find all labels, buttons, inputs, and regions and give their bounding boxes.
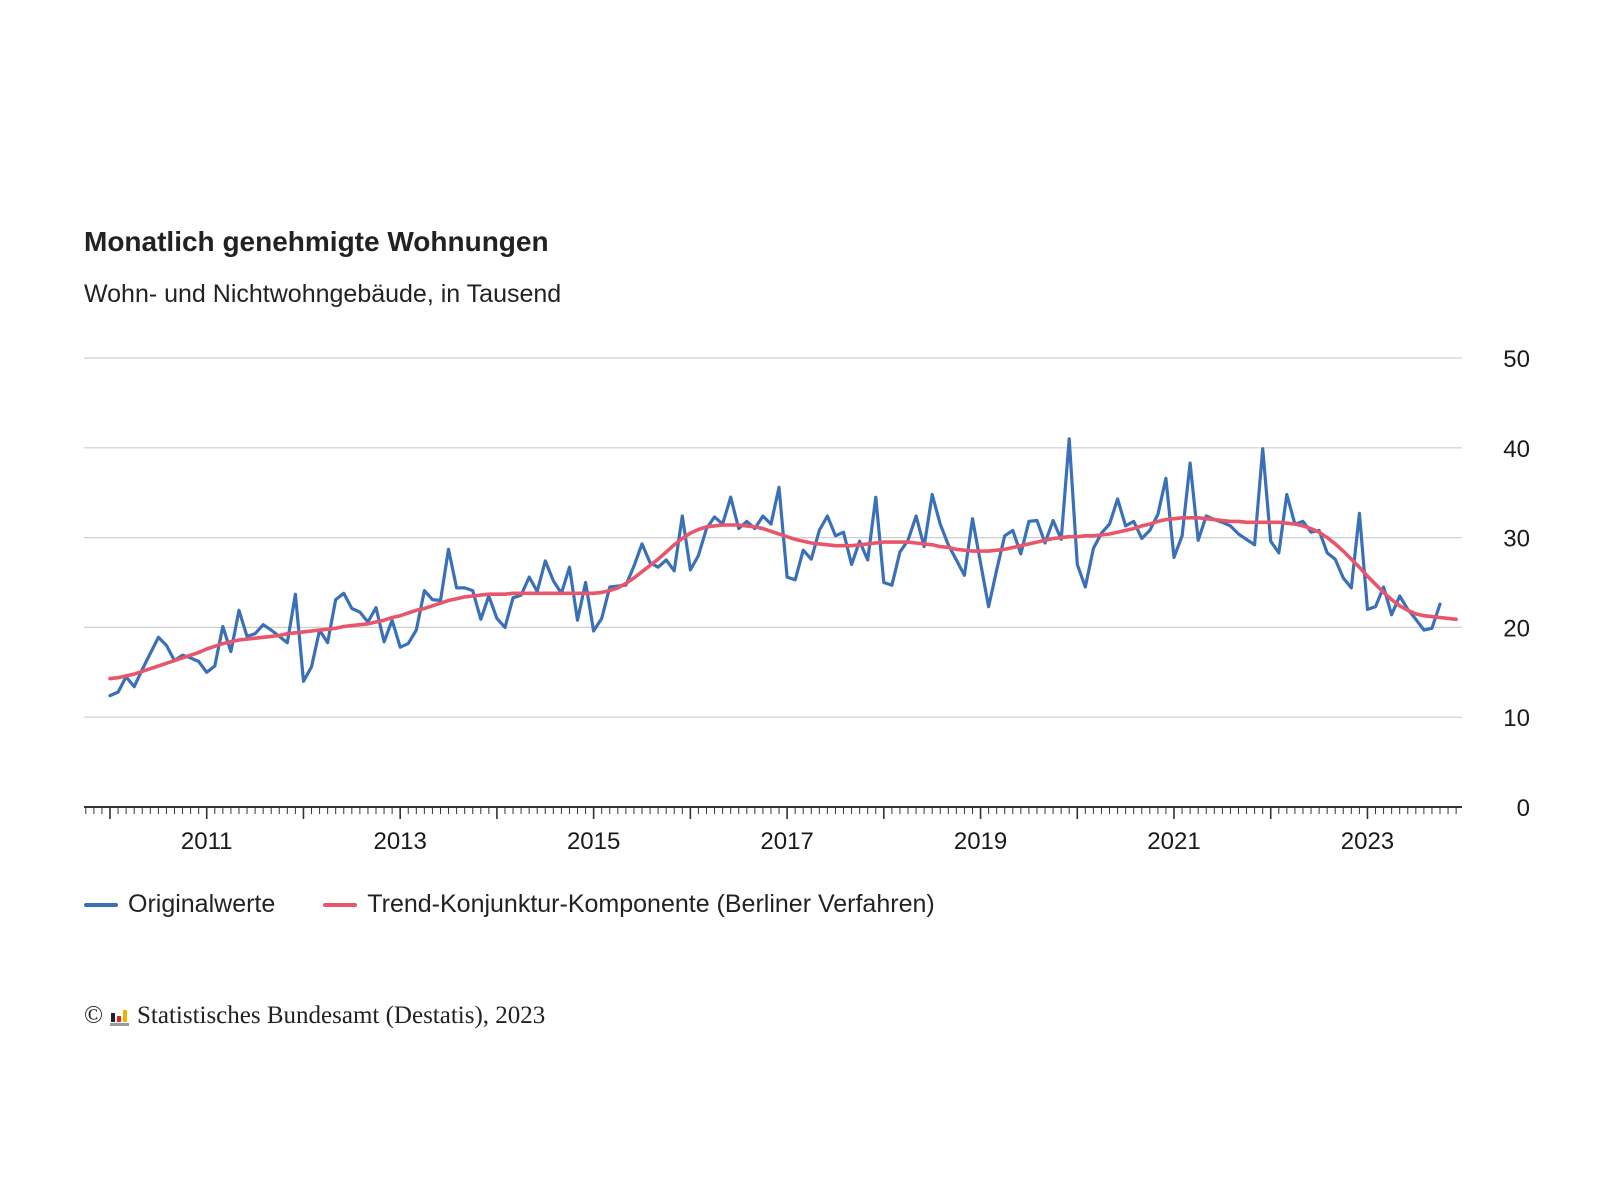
series-line-trend bbox=[108, 515, 1458, 681]
grid-lines bbox=[84, 357, 1462, 718]
legend-label-trend: Trend-Konjunktur-Komponente (Berliner Ve… bbox=[367, 890, 935, 918]
chart-subtitle: Wohn- und Nichtwohngebäude, in Tausend bbox=[84, 280, 562, 308]
x-tick-label-2017: 2017 bbox=[760, 828, 813, 855]
y-tick-label-30: 30 bbox=[1503, 526, 1530, 553]
legend-label-original: Originalwerte bbox=[128, 890, 276, 918]
x-tick-label-2011: 2011 bbox=[181, 828, 233, 855]
x-tick-label-2021: 2021 bbox=[1147, 828, 1200, 855]
x-tick-label-2023: 2023 bbox=[1341, 828, 1394, 855]
x-tick-label-2019: 2019 bbox=[954, 828, 1007, 855]
y-tick-label-40: 40 bbox=[1503, 436, 1530, 463]
source-note: © Statistisches Bundesamt (Destatis), 20… bbox=[84, 1002, 545, 1030]
y-tick-label-0: 0 bbox=[1517, 795, 1530, 822]
x-tick-label-2013: 2013 bbox=[373, 828, 426, 855]
legend-swatch-trend bbox=[323, 902, 358, 907]
copyright-symbol: © bbox=[84, 1002, 103, 1029]
chart-title: Monatlich genehmigte Wohnungen bbox=[84, 226, 549, 257]
destatis-logo-icon bbox=[109, 1006, 131, 1026]
x-axis bbox=[84, 806, 1462, 819]
series-lines bbox=[108, 437, 1458, 698]
series-line-original bbox=[108, 437, 1442, 698]
legend-swatch-original bbox=[84, 902, 118, 907]
tick-labels: 0 10 20 30 40 50 2011 2013 2015 2017 2019 2021 2023 bbox=[181, 346, 1530, 855]
y-tick-label-10: 10 bbox=[1503, 705, 1530, 732]
y-tick-label-50: 50 bbox=[1503, 346, 1530, 373]
y-tick-label-20: 20 bbox=[1503, 615, 1530, 642]
legend-item-original: Originalwerte bbox=[84, 890, 275, 919]
x-tick-label-2015: 2015 bbox=[567, 828, 620, 855]
source-text: Statistisches Bundesamt (Destatis), 2023 bbox=[137, 1002, 546, 1029]
legend-item-trend: Trend-Konjunktur-Komponente (Berliner Ve… bbox=[323, 890, 935, 919]
legend: Originalwerte Trend-Konjunktur-Komponent… bbox=[84, 890, 983, 919]
